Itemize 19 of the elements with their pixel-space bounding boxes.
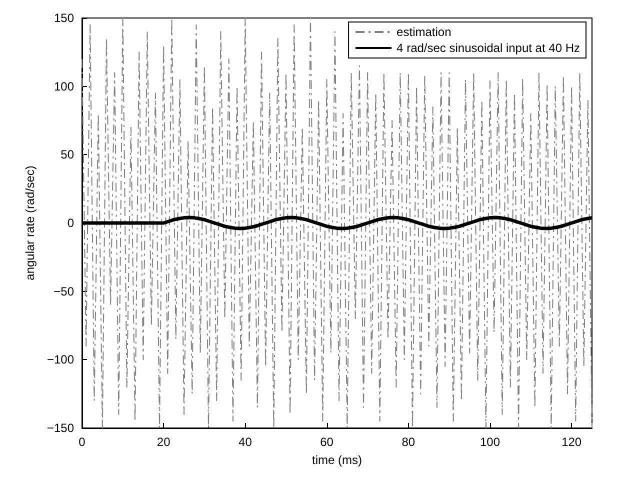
y-tick-label: 50	[60, 148, 74, 162]
x-tick-label: 60	[320, 435, 334, 449]
legend-label: estimation	[396, 25, 452, 39]
y-tick-label: 150	[54, 11, 74, 25]
y-axis-title: angular rate (rad/sec)	[23, 166, 37, 280]
y-tick-label: 0	[67, 216, 74, 230]
y-tick-label: −100	[46, 352, 74, 367]
legend-label: 4 rad/sec sinusoidal input at 40 Hz	[396, 41, 580, 55]
x-tick-label: 100	[480, 435, 500, 449]
line-series	[82, 18, 592, 428]
y-tick-label: −50	[54, 284, 74, 298]
x-tick-label: 20	[156, 435, 171, 449]
y-tick-label: −150	[46, 421, 74, 435]
x-axis-title: time (ms)	[312, 453, 362, 467]
x-tick-label: 0	[78, 435, 86, 449]
x-tick-label: 120	[562, 435, 582, 449]
x-tick-label: 80	[402, 435, 416, 449]
x-tick-label: 40	[238, 435, 252, 449]
y-tick-label: 100	[54, 79, 74, 94]
